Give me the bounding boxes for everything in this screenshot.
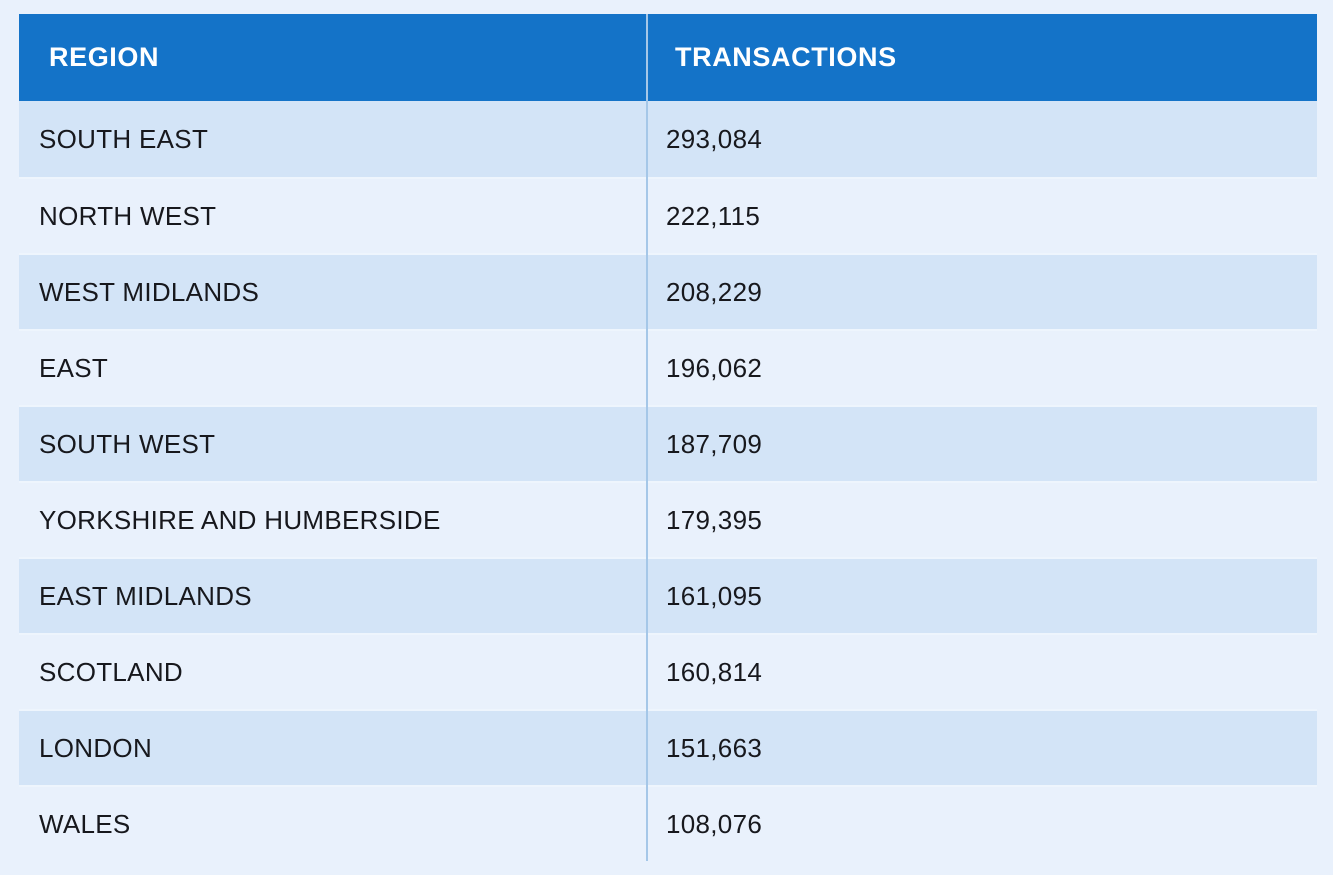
table-row: LONDON 151,663 [19,709,1317,785]
transactions-cell: 108,076 [666,808,763,839]
region-cell: SOUTH WEST [39,428,216,459]
transactions-cell: 293,084 [666,123,763,154]
regional-transactions-table: REGION TRANSACTIONS SOUTH EAST 293,084 N… [19,14,1317,861]
table-row: SCOTLAND 160,814 [19,633,1317,709]
column-header-transactions: TRANSACTIONS [675,42,897,72]
transactions-cell: 179,395 [666,504,763,535]
column-divider-line [646,14,648,861]
region-cell: EAST MIDLANDS [39,580,252,611]
transactions-cell: 151,663 [666,732,763,763]
transactions-cell: 187,709 [666,428,763,459]
table-row: WEST MIDLANDS 208,229 [19,253,1317,329]
region-cell: SCOTLAND [39,656,183,687]
region-cell: NORTH WEST [39,200,217,231]
region-cell: SOUTH EAST [39,123,209,154]
transactions-cell: 196,062 [666,352,763,383]
region-cell: EAST [39,352,109,383]
transactions-cell: 222,115 [666,200,761,231]
region-cell: WEST MIDLANDS [39,276,260,307]
region-cell: YORKSHIRE AND HUMBERSIDE [39,504,441,535]
table-row: EAST MIDLANDS 161,095 [19,557,1317,633]
table-row: YORKSHIRE AND HUMBERSIDE 179,395 [19,481,1317,557]
table-row: SOUTH WEST 187,709 [19,405,1317,481]
table-body: SOUTH EAST 293,084 NORTH WEST 222,115 WE… [19,101,1317,861]
column-header-region: REGION [49,42,160,72]
table-row: SOUTH EAST 293,084 [19,101,1317,177]
transactions-cell: 208,229 [666,276,763,307]
transactions-cell: 161,095 [666,580,763,611]
table-row: NORTH WEST 222,115 [19,177,1317,253]
region-cell: WALES [39,808,131,839]
transactions-cell: 160,814 [666,656,763,687]
table-header-row: REGION TRANSACTIONS [19,14,1317,101]
region-cell: LONDON [39,732,153,763]
table-row: WALES 108,076 [19,785,1317,861]
table-row: EAST 196,062 [19,329,1317,405]
